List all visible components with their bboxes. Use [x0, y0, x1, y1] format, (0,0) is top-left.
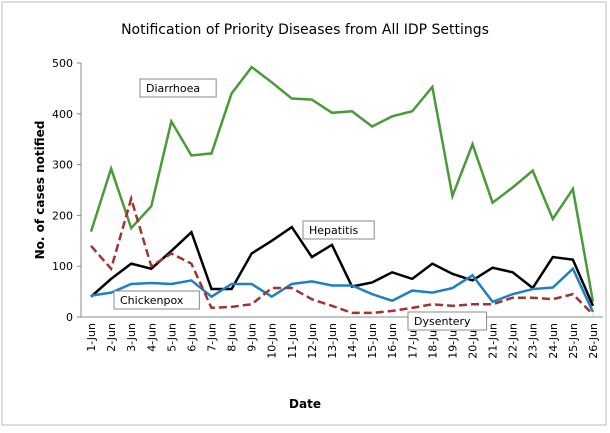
x-tick-label: 3-Jun: [125, 323, 138, 352]
series-label-box: [407, 311, 488, 331]
series-label: Dysentery: [414, 315, 471, 328]
series-line: [90, 194, 594, 316]
x-tick-label: 12-Jun: [306, 323, 319, 359]
x-tick-label: 8-Jun: [226, 323, 239, 352]
x-tick-label: 6-Jun: [185, 323, 198, 352]
x-tick-label: 24-Jun: [547, 323, 560, 359]
x-tick-label: 14-Jun: [346, 323, 359, 359]
series-label-box: [302, 220, 375, 240]
series-line: [89, 65, 595, 302]
chart-border: [1, 1, 607, 426]
x-tick-label: 9-Jun: [246, 323, 259, 352]
x-tick-label: 1-Jun: [85, 323, 98, 352]
x-tick-label: 11-Jun: [286, 323, 299, 359]
x-tick-label: 18-Jun: [426, 323, 439, 359]
x-tick-label: 16-Jun: [386, 323, 399, 359]
x-tick-label: 7-Jun: [206, 323, 219, 352]
series-line: [90, 225, 595, 307]
x-tick-label: 4-Jun: [145, 323, 158, 352]
series-label-box: [139, 78, 217, 98]
series-label: Chickenpox: [120, 294, 184, 307]
x-tick-label: 17-Jun: [406, 323, 419, 359]
x-axis-title: Date: [289, 397, 321, 411]
x-tick-label: 13-Jun: [326, 323, 339, 359]
x-tick-label: 10-Jun: [266, 323, 279, 359]
x-tick-label: 26-Jun: [587, 323, 600, 359]
x-tick-label: 22-Jun: [507, 323, 520, 359]
x-tick-label: 5-Jun: [165, 323, 178, 352]
x-tick-label: 23-Jun: [527, 323, 540, 359]
chart-title: Notification of Priority Diseases from A…: [121, 22, 489, 38]
series-label-box: [113, 290, 200, 310]
series-label: Diarrhoea: [146, 82, 200, 95]
y-tick-label: 200: [52, 209, 73, 222]
x-tick-label: 2-Jun: [105, 323, 118, 352]
x-tick-label: 20-Jun: [467, 323, 480, 359]
series-label: Hepatitis: [309, 224, 359, 237]
y-tick-label: 400: [52, 108, 73, 121]
x-tick-label: 25-Jun: [567, 323, 580, 359]
series-line: [90, 266, 595, 313]
y-axis-title: No. of cases notified: [33, 121, 47, 260]
y-tick-label: 100: [52, 260, 73, 273]
x-tick-label: 15-Jun: [366, 323, 379, 359]
y-tick-label: 500: [52, 57, 73, 70]
x-tick-label: 19-Jun: [446, 323, 459, 359]
y-tick-label: 0: [66, 311, 73, 324]
y-tick-label: 300: [52, 159, 73, 172]
x-tick-label: 21-Jun: [487, 323, 500, 359]
